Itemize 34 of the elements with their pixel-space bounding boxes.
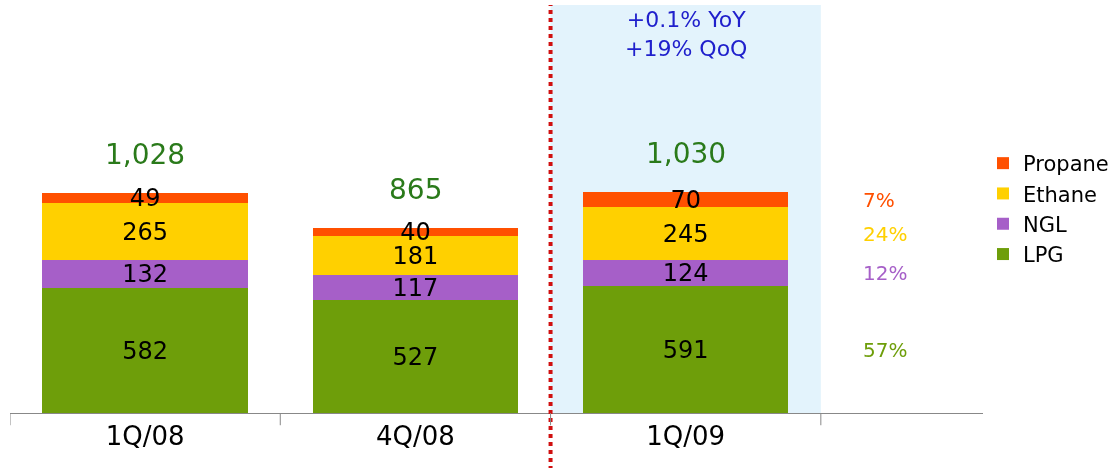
annotation: 57% bbox=[863, 338, 908, 362]
annotation: 24% bbox=[863, 222, 908, 246]
data-label: 49 bbox=[129, 184, 161, 213]
total-label: 1,030 bbox=[646, 137, 727, 170]
data-label: 582 bbox=[122, 336, 169, 365]
data-label: 132 bbox=[122, 260, 169, 289]
bar bbox=[582, 259, 789, 287]
x-tick-label: 1Q/09 bbox=[646, 421, 726, 452]
text: +0.1% YoY +19% QoQ bbox=[625, 7, 748, 61]
data-label: 265 bbox=[122, 217, 169, 246]
annotation: 7% bbox=[863, 188, 895, 212]
bar bbox=[582, 192, 789, 208]
legend-label: Propane bbox=[1023, 152, 1109, 177]
legend-label: LPG bbox=[1023, 243, 1064, 268]
bar bbox=[312, 300, 519, 413]
bar bbox=[42, 260, 248, 289]
data-label: 124 bbox=[662, 259, 709, 288]
x-tick-label: 1Q/08 bbox=[105, 421, 185, 452]
legend-label: Ethane bbox=[1023, 182, 1097, 207]
data-label: 181 bbox=[392, 241, 439, 270]
data-label: 70 bbox=[670, 185, 701, 214]
legend-label: NGL bbox=[1023, 212, 1067, 237]
total-label: 1,028 bbox=[105, 138, 186, 171]
total-label: 865 bbox=[389, 173, 443, 206]
data-label: 527 bbox=[392, 342, 439, 371]
bar bbox=[42, 288, 248, 413]
bar bbox=[582, 286, 789, 413]
data-label: 245 bbox=[662, 219, 709, 248]
bar bbox=[582, 207, 789, 260]
x-tick-label: 4Q/08 bbox=[375, 421, 455, 452]
bar bbox=[312, 275, 519, 301]
annotation: 12% bbox=[863, 261, 908, 285]
data-label: 117 bbox=[392, 273, 439, 302]
data-label: 591 bbox=[662, 335, 709, 364]
